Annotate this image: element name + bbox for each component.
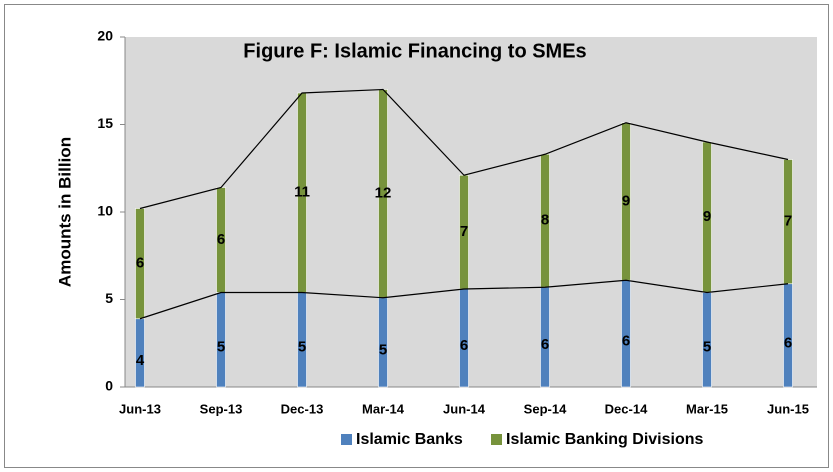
x-tick-label: Dec-14 [605,401,648,416]
data-label: 5 [703,339,711,356]
x-tick-label: Jun-15 [767,401,809,416]
data-label: 6 [136,255,144,272]
data-label: 5 [217,339,225,356]
data-label: 7 [784,213,792,230]
x-tick-label: Jun-13 [119,401,161,416]
y-tick-label: 20 [97,28,113,44]
data-label: 4 [136,352,145,369]
x-tick-label: Mar-15 [686,401,728,416]
plot-area [125,37,817,387]
y-tick-label: 5 [105,290,113,306]
chart-title: Figure F: Islamic Financing to SMEs [243,40,586,62]
legend-label: Islamic Banks [356,431,463,448]
y-tick-label: 15 [97,115,113,131]
series-line [139,88,789,210]
data-label: 9 [703,208,711,225]
x-tick-label: Sep-13 [200,401,243,416]
data-label: 6 [460,337,468,354]
data-label: 9 [622,192,630,209]
data-label: 12 [375,185,392,202]
data-label: 6 [784,334,792,351]
series-line [139,279,789,320]
data-label: 5 [379,341,387,358]
data-label: 7 [460,223,468,240]
y-tick-label: 10 [97,203,113,219]
data-label: 5 [298,339,306,356]
x-tick-label: Sep-14 [524,401,567,416]
data-label: 11 [294,184,310,201]
y-tick-label: 0 [105,378,113,394]
y-axis-label: Amounts in Billion [55,137,74,287]
data-label: 6 [541,336,549,353]
x-tick-label: Dec-13 [281,401,324,416]
x-tick-label: Mar-14 [362,401,405,416]
legend-swatch [341,434,352,445]
data-label: 6 [622,333,630,350]
x-tick-label: Jun-14 [443,401,486,416]
data-label: 6 [217,231,225,248]
legend-swatch [491,434,502,445]
legend-label: Islamic Banking Divisions [506,431,704,448]
data-label: 8 [541,212,549,229]
